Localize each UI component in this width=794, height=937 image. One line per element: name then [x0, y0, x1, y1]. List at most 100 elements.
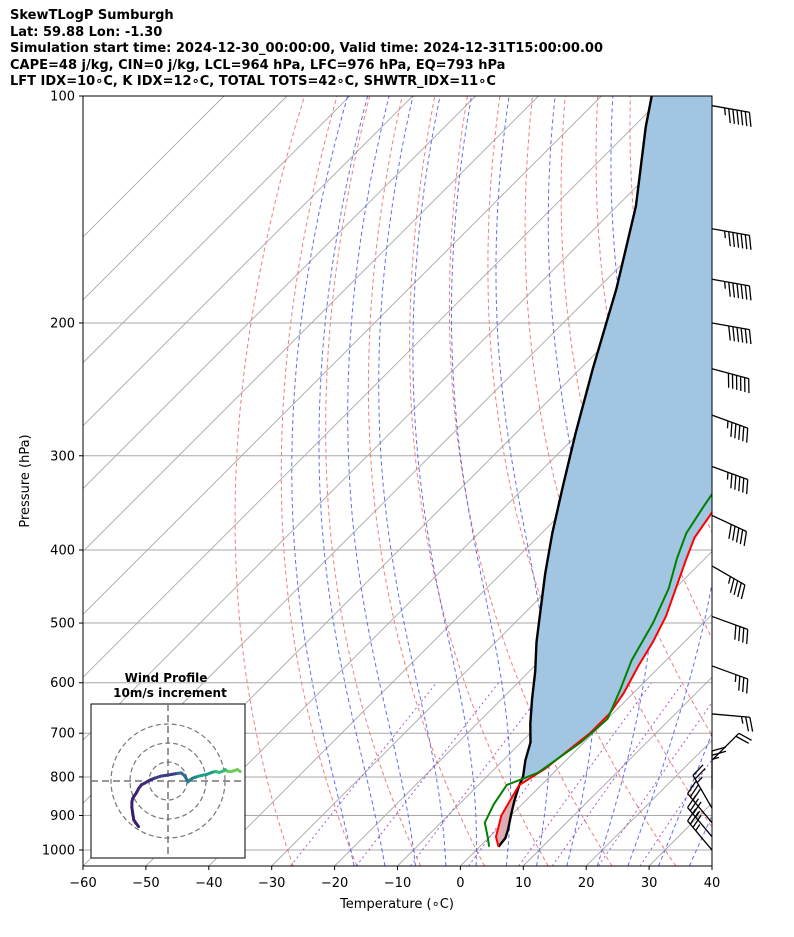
barb-feather	[744, 111, 748, 127]
barb-feather	[687, 781, 697, 794]
dry-adiabat	[280, 96, 358, 866]
isotherm-line	[145, 299, 712, 866]
barb-feather	[687, 795, 697, 808]
mixing-ratio-line	[639, 758, 712, 866]
dry-adiabat	[728, 96, 794, 866]
dry-adiabat	[761, 96, 794, 866]
barb-feather	[740, 284, 744, 299]
barb-feather	[744, 285, 748, 300]
barb-staff	[711, 465, 748, 481]
barb-feather	[732, 326, 736, 342]
barb-staff	[687, 820, 713, 851]
x-tick-label: 40	[704, 876, 721, 891]
barb-feather	[740, 328, 744, 343]
isotherm-line	[83, 96, 665, 678]
x-tick-label: −10	[384, 876, 411, 891]
barb-feather	[694, 767, 706, 780]
barb-half-feather	[723, 281, 727, 289]
cape-area	[496, 96, 712, 847]
barb-feather	[689, 798, 699, 812]
chart-title: SkewTLogP Sumburgh	[10, 8, 174, 23]
barb-staff	[711, 322, 750, 331]
barb-feather	[740, 233, 744, 249]
y-tick-label: 300	[50, 449, 75, 464]
wind-barb	[711, 713, 754, 732]
barb-feather	[744, 234, 748, 250]
barb-staff	[692, 774, 713, 809]
barb-feather	[744, 328, 748, 344]
isotherm-line	[83, 96, 351, 364]
barb-feather	[736, 283, 740, 299]
barb-feather	[687, 808, 697, 822]
wind-barb	[711, 746, 727, 790]
hodograph-inset: Wind Profile 10m/s increment	[90, 671, 246, 859]
barb-staff	[711, 368, 749, 380]
location-line: Lat: 59.88 Lon: -1.30	[10, 24, 163, 40]
barb-feather	[746, 629, 749, 644]
barb-feather	[738, 732, 752, 741]
barb-staff	[711, 665, 748, 680]
isotherm-line	[83, 96, 414, 427]
mixing-ratio-line	[597, 701, 712, 866]
barb-staff	[711, 105, 750, 113]
barb-staff	[711, 713, 750, 718]
barb-feather	[689, 784, 699, 798]
isotherm-line	[83, 96, 288, 301]
barb-feather	[738, 626, 741, 642]
dry-adiabat	[524, 96, 712, 829]
barb-staff	[711, 228, 750, 237]
y-tick-label: 900	[50, 809, 75, 824]
mixing-ratio-line	[290, 682, 437, 866]
barb-feather	[732, 526, 736, 541]
barb-feather	[728, 524, 732, 539]
barb-feather	[738, 476, 741, 492]
barb-feather	[732, 282, 736, 298]
mixing-ratio-line	[468, 682, 605, 866]
barb-staff	[711, 278, 750, 287]
barb-feather	[734, 423, 737, 439]
chart-header: SkewTLogP Sumburgh Lat: 59.88 Lon: -1.30…	[10, 8, 603, 91]
barb-feather	[746, 479, 749, 495]
moist-adiabat	[627, 96, 712, 866]
moist-adiabat	[291, 96, 355, 866]
x-tick-label: 0	[456, 876, 464, 891]
barb-staff	[711, 565, 746, 586]
isotherm-line	[334, 487, 712, 866]
barb-half-feather	[695, 824, 701, 831]
barb-feather	[748, 329, 752, 345]
x-tick-label: −60	[69, 876, 96, 891]
barb-feather	[735, 735, 749, 744]
barb-half-feather	[723, 230, 727, 239]
wind-barb	[711, 228, 752, 250]
hodograph-body	[91, 704, 245, 858]
moist-adiabat	[412, 96, 477, 866]
barb-feather	[736, 327, 740, 342]
isotherm-line	[522, 676, 712, 866]
barb-feather	[692, 764, 704, 776]
x-tick-label: 30	[641, 876, 658, 891]
cape-line: CAPE=48 j/kg, CIN=0 j/kg, LCL=964 hPa, L…	[10, 57, 506, 73]
dry-adiabat	[448, 96, 613, 866]
isotherm-line	[775, 96, 794, 866]
wind-barb	[711, 732, 752, 761]
barb-feather	[746, 428, 749, 443]
barb-feather	[742, 677, 745, 693]
barb-feather	[738, 425, 741, 440]
x-tick-label: 10	[515, 876, 532, 891]
moist-adiabat	[451, 96, 512, 866]
x-tick-label: −50	[132, 876, 159, 891]
y-tick-label: 200	[50, 316, 75, 331]
barb-half-feather	[723, 107, 727, 116]
hodograph-subtitle: 10m/s increment	[113, 686, 227, 700]
barb-feather	[735, 527, 740, 543]
barb-feather	[748, 285, 752, 301]
barb-feather	[734, 475, 737, 490]
dry-adiabat	[325, 96, 422, 866]
wind-barb	[711, 322, 752, 345]
isotherm-line	[83, 96, 476, 490]
barb-feather	[728, 325, 731, 341]
x-tick-label: −40	[195, 876, 222, 891]
barb-feather	[733, 580, 739, 596]
barb-half-feather	[727, 576, 731, 584]
